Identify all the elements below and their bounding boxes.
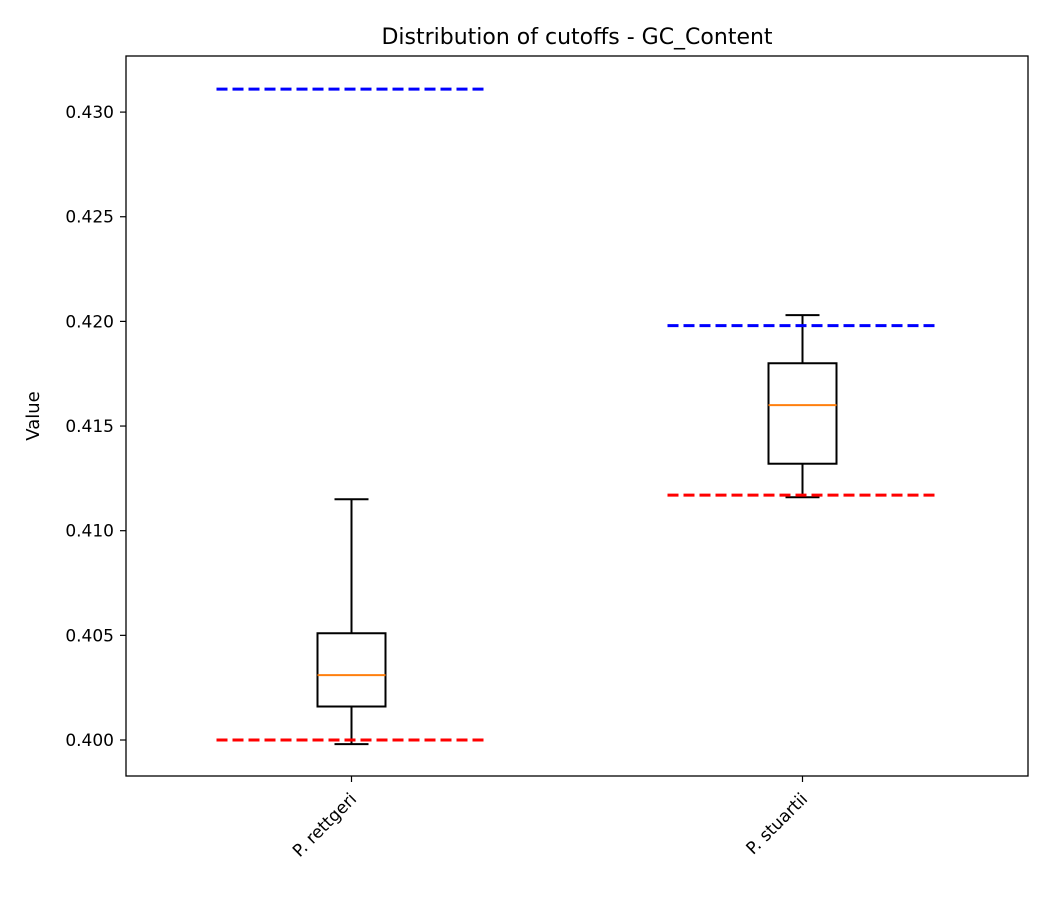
plot-area-frame <box>125 55 1029 777</box>
box <box>316 632 387 708</box>
x-tick-label: P. stuartii <box>743 789 812 858</box>
y-tick-label: 0.425 <box>65 208 114 228</box>
x-tick-label: P. rettgeri <box>289 789 361 861</box>
y-tick-label: 0.410 <box>65 522 114 542</box>
y-tick-label: 0.400 <box>65 731 114 751</box>
y-tick-label: 0.415 <box>65 417 114 437</box>
chart-title: Distribution of cutoffs - GC_Content <box>381 25 772 50</box>
box <box>767 362 838 465</box>
y-tick-label: 0.430 <box>65 103 114 123</box>
y-tick-label: 0.420 <box>65 312 114 332</box>
y-axis-label: Value <box>23 391 44 440</box>
y-tick-label: 0.405 <box>65 626 114 646</box>
